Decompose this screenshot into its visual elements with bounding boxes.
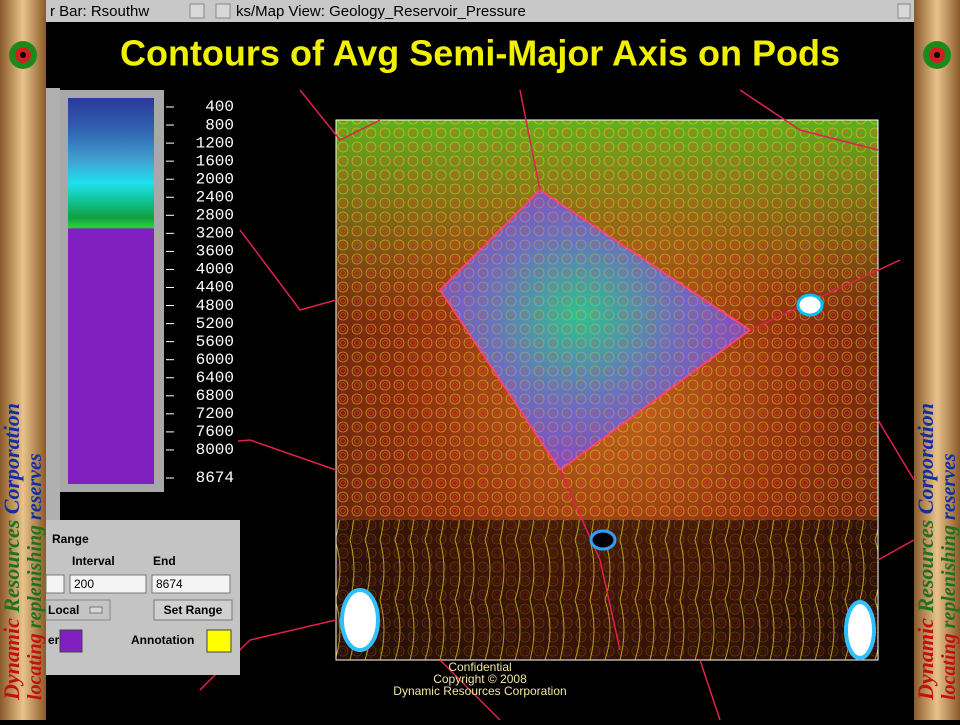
banner-tagline: locating replenishing reserves [24,453,46,700]
colorbar-label: 8000 [196,441,234,459]
input-field[interactable] [69,574,147,594]
slide-title: Contours of Avg Semi-Major Axis on Pods [120,33,840,74]
colorbar-label: 6800 [196,387,234,405]
right-logo [923,41,951,69]
banner-word: Dynamic [0,618,24,701]
input-value: 8674 [156,577,183,591]
banner-word: Corporation [0,403,24,514]
button[interactable] [153,599,233,621]
colorbar-label: 3200 [196,225,234,243]
left-banner [0,0,46,720]
window-titlebar [46,0,914,22]
field-label: End [153,554,176,568]
footer-text: Confidential [448,660,511,674]
banner-word: replenishing [938,525,960,628]
contour-map [59,89,915,721]
colorbar-labels: 4008001200160020002400280032003600400044… [166,98,234,487]
button-label: Set Range [164,603,223,617]
colorbar-label: 7600 [196,423,234,441]
colorbar-label: 2400 [196,188,234,206]
colorbar-label: 1200 [196,134,234,152]
banner-word: locating [24,633,46,700]
window-button[interactable] [897,3,911,19]
colorbar-label: 8674 [196,469,234,487]
field-label: Annotation [131,633,194,647]
banner-name: Dynamic Resources Corporation [913,403,938,701]
footer-text: Copyright © 2008 [433,672,527,686]
left-banner-text: Dynamic Resources Corporation locating r… [0,403,46,701]
banner-word: reserves [938,453,960,520]
colorbar-label: 2800 [196,207,234,225]
window-title: ks/Map View: Geology_Reservoir_Pressure [236,3,526,20]
banner-word: Dynamic [913,618,938,701]
color-swatch[interactable] [206,629,232,653]
window-title: r Bar: Rsouthw [50,3,149,20]
window-button[interactable] [189,3,205,19]
color-swatch[interactable] [59,629,83,653]
field-label: er [48,633,60,647]
colorbar-label: 6400 [196,369,234,387]
banner-tagline: locating replenishing reserves [938,453,960,700]
dropdown[interactable] [45,599,111,621]
dropdown-arrow [89,606,103,614]
panel-ruler [46,88,60,520]
colorbar-label: 4400 [196,279,234,297]
banner-word: replenishing [24,525,46,628]
colorbar-label: 2000 [196,170,234,188]
banner-word: Resources [0,520,24,614]
colorbar-label: 7200 [196,405,234,423]
field-label: Interval [72,554,115,568]
colorbar-label: 800 [205,116,234,134]
colorbar [68,98,154,484]
input-value: 200 [74,577,94,591]
banner-word: reserves [24,453,46,520]
footer-text: Dynamic Resources Corporation [393,684,566,698]
right-banner [914,0,960,720]
window-button[interactable] [215,3,231,19]
colorbar-label: 4800 [196,297,234,315]
dropdown-value: Local [48,603,79,617]
left-logo [9,41,37,69]
banner-word: locating [938,633,960,700]
right-banner-text: Dynamic Resources Corporation locating r… [913,403,960,701]
colorbar-label: 400 [205,98,234,116]
colorbar-label: 3600 [196,243,234,261]
input-field[interactable] [45,574,65,594]
colorbar-label: 5600 [196,333,234,351]
input-field[interactable] [151,574,231,594]
colorbar-label: 5200 [196,315,234,333]
colorbar-label: 4000 [196,261,234,279]
colorbar-label: 6000 [196,351,234,369]
banner-word: Corporation [913,403,938,514]
banner-name: Dynamic Resources Corporation [0,403,24,701]
banner-word: Resources [913,520,938,614]
colorbar-label: 1600 [196,152,234,170]
panel-heading: Range [52,532,89,546]
